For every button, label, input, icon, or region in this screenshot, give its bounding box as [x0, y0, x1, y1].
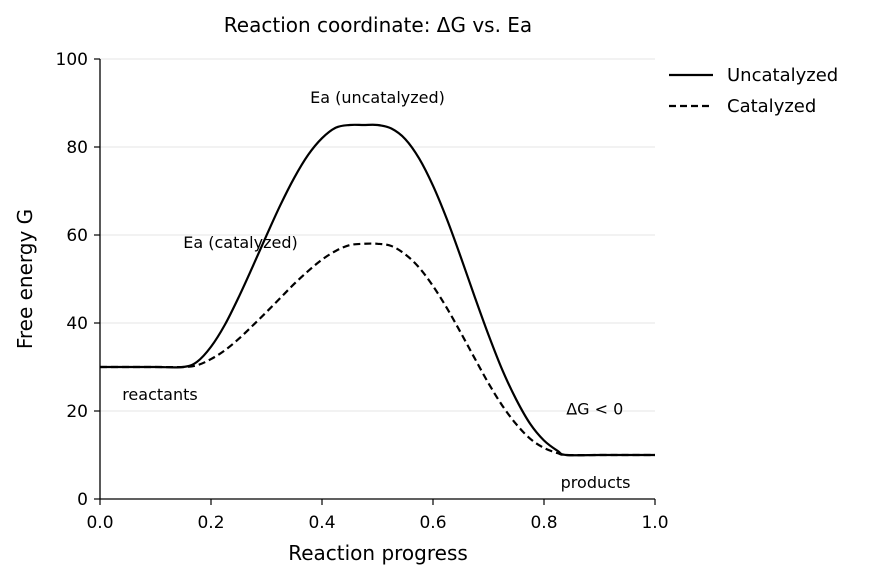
y-tick-label-0: 0: [77, 490, 88, 510]
y-tick-label-1: 20: [66, 402, 88, 422]
x-tick-label-5: 1.0: [641, 513, 668, 533]
x-axis-label: Reaction progress: [288, 541, 468, 565]
y-tick-label-2: 40: [66, 314, 88, 334]
y-axis-label: Free energy G: [13, 209, 37, 349]
x-tick-label-2: 0.4: [308, 513, 335, 533]
plot-area: [100, 123, 655, 457]
series-line-catalyzed: [100, 242, 655, 457]
chart-title: Reaction coordinate: ΔG vs. Ea: [224, 13, 532, 37]
y-tick-label-5: 100: [56, 50, 88, 70]
x-tick-label-0: 0.0: [86, 513, 113, 533]
annotations: Ea (uncatalyzed) Ea (catalyzed) reactants Δ…: [122, 88, 630, 492]
legend: Uncatalyzed Catalyzed: [669, 65, 838, 117]
axes: 0 20 40 60 80 100 0.0 0.2 0.4 0.6 0.8 1.0: [56, 50, 669, 533]
x-tick-label-3: 0.6: [419, 513, 446, 533]
legend-label-catalyzed: Catalyzed: [727, 96, 816, 117]
x-tick-label-4: 0.8: [530, 513, 557, 533]
annotation-1: Ea (catalyzed): [183, 233, 297, 252]
y-tick-label-3: 60: [66, 226, 88, 246]
annotation-2: reactants: [122, 385, 198, 404]
annotation-4: products: [561, 473, 631, 492]
x-tick-label-1: 0.2: [197, 513, 224, 533]
annotation-3: ΔG < 0: [566, 400, 623, 419]
legend-label-uncatalyzed: Uncatalyzed: [727, 65, 838, 86]
annotation-0: Ea (uncatalyzed): [310, 88, 445, 107]
y-tick-label-4: 80: [66, 138, 88, 158]
series-line-uncatalyzed: [100, 123, 655, 457]
